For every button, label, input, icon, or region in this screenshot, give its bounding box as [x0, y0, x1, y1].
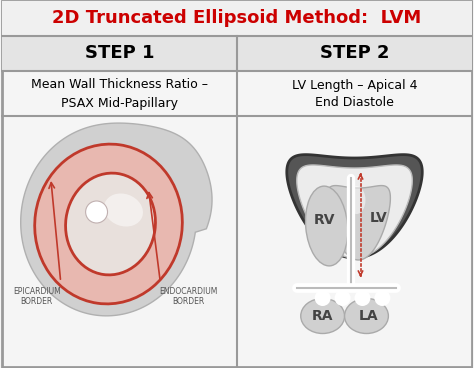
Ellipse shape — [35, 144, 182, 304]
Text: RV: RV — [314, 213, 336, 227]
Circle shape — [335, 290, 351, 306]
Circle shape — [315, 290, 331, 306]
FancyBboxPatch shape — [237, 36, 472, 71]
Ellipse shape — [65, 173, 155, 275]
Text: 2D Truncated Ellipsoid Method:  LVM: 2D Truncated Ellipsoid Method: LVM — [52, 9, 422, 27]
Circle shape — [355, 290, 371, 306]
Ellipse shape — [109, 174, 137, 196]
Text: LV Length – Apical 4
End Diastole: LV Length – Apical 4 End Diastole — [292, 78, 417, 110]
Text: LA: LA — [359, 309, 378, 323]
Ellipse shape — [104, 194, 143, 227]
Circle shape — [86, 201, 108, 223]
Circle shape — [374, 290, 391, 306]
Text: LV: LV — [370, 211, 387, 225]
Polygon shape — [287, 155, 422, 258]
Ellipse shape — [111, 156, 155, 194]
Text: STEP 1: STEP 1 — [85, 44, 154, 62]
Polygon shape — [297, 165, 412, 258]
FancyBboxPatch shape — [2, 1, 472, 36]
Ellipse shape — [345, 298, 388, 333]
Polygon shape — [327, 185, 391, 260]
Text: EPICARDIUM
BORDER: EPICARDIUM BORDER — [13, 287, 61, 307]
Polygon shape — [21, 123, 212, 316]
Ellipse shape — [306, 186, 348, 266]
Text: STEP 2: STEP 2 — [320, 44, 389, 62]
Text: ENDOCARDIUM
BORDER: ENDOCARDIUM BORDER — [159, 287, 218, 307]
Text: Mean Wall Thickness Ratio –
PSAX Mid-Papillary: Mean Wall Thickness Ratio – PSAX Mid-Pap… — [31, 78, 208, 110]
Ellipse shape — [301, 298, 345, 333]
Ellipse shape — [347, 186, 365, 214]
FancyBboxPatch shape — [2, 36, 237, 71]
Text: RA: RA — [312, 309, 333, 323]
